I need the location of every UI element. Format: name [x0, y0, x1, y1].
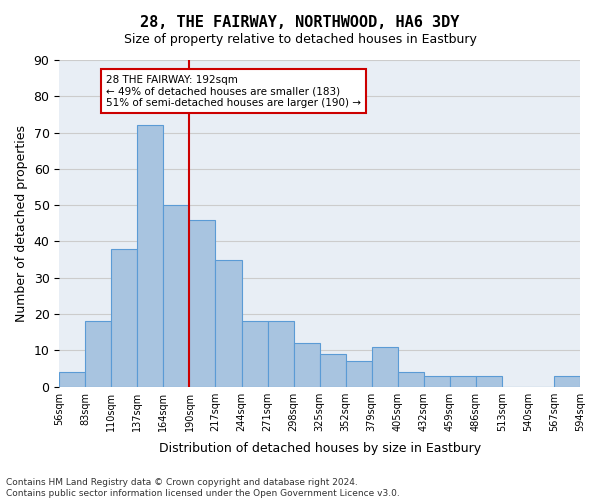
Bar — [215, 260, 242, 386]
Bar — [476, 376, 502, 386]
Text: 28, THE FAIRWAY, NORTHWOOD, HA6 3DY: 28, THE FAIRWAY, NORTHWOOD, HA6 3DY — [140, 15, 460, 30]
Bar — [190, 220, 215, 386]
Bar — [424, 376, 450, 386]
Bar — [242, 322, 268, 386]
Text: 28 THE FAIRWAY: 192sqm
← 49% of detached houses are smaller (183)
51% of semi-de: 28 THE FAIRWAY: 192sqm ← 49% of detached… — [106, 74, 361, 108]
Bar — [59, 372, 85, 386]
Bar — [163, 205, 190, 386]
Text: Size of property relative to detached houses in Eastbury: Size of property relative to detached ho… — [124, 32, 476, 46]
Bar — [346, 361, 372, 386]
Bar — [293, 343, 320, 386]
Y-axis label: Number of detached properties: Number of detached properties — [15, 125, 28, 322]
Bar — [372, 346, 398, 387]
Bar — [398, 372, 424, 386]
Bar — [554, 376, 580, 386]
Bar — [137, 126, 163, 386]
Bar — [450, 376, 476, 386]
X-axis label: Distribution of detached houses by size in Eastbury: Distribution of detached houses by size … — [158, 442, 481, 455]
Bar — [112, 248, 137, 386]
Text: Contains HM Land Registry data © Crown copyright and database right 2024.
Contai: Contains HM Land Registry data © Crown c… — [6, 478, 400, 498]
Bar — [320, 354, 346, 386]
Bar — [85, 322, 112, 386]
Bar — [268, 322, 293, 386]
